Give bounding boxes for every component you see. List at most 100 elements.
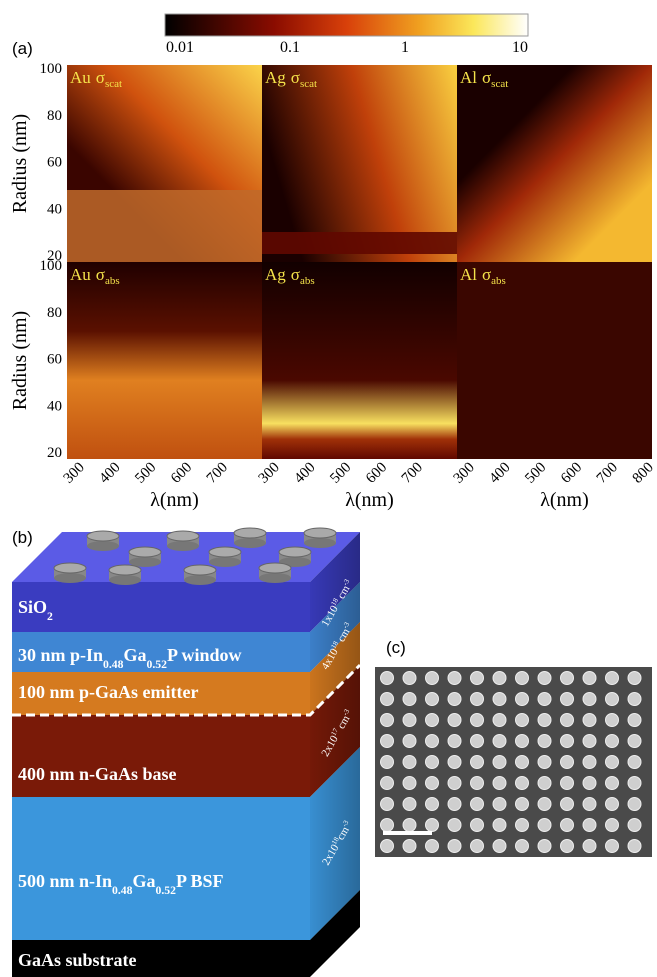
particle bbox=[492, 818, 507, 832]
heatmap bbox=[67, 262, 262, 459]
particle bbox=[515, 776, 529, 790]
colorbar-tick: 0.01 bbox=[166, 39, 194, 56]
particle bbox=[627, 755, 642, 769]
particle bbox=[627, 797, 642, 811]
subscript: scat bbox=[300, 78, 317, 90]
particle bbox=[380, 839, 394, 853]
particle bbox=[582, 839, 597, 853]
x-axis-label: λ(nm) bbox=[540, 489, 589, 511]
particle bbox=[627, 713, 642, 727]
superscript: -3 bbox=[341, 577, 351, 587]
colorbar-ticks: 0.01 0.1 1 10 bbox=[166, 39, 528, 56]
sem-particles bbox=[380, 671, 642, 853]
particle bbox=[425, 734, 439, 748]
particle bbox=[560, 671, 574, 685]
particle bbox=[537, 818, 552, 832]
particle bbox=[537, 734, 552, 748]
particle bbox=[470, 692, 484, 706]
subscript: 0.48 bbox=[112, 884, 133, 897]
nanodisc bbox=[108, 564, 142, 585]
disc-top bbox=[208, 546, 242, 558]
disc-bottom bbox=[234, 538, 266, 548]
disc-top bbox=[128, 546, 162, 558]
particle bbox=[605, 671, 619, 685]
nanodisc bbox=[303, 527, 337, 548]
subscript: 0.52 bbox=[147, 658, 168, 671]
particle bbox=[515, 755, 529, 769]
particle bbox=[380, 692, 394, 706]
particle bbox=[447, 671, 462, 685]
particle bbox=[380, 713, 394, 727]
symbol: σ bbox=[96, 68, 105, 87]
nanodiscs bbox=[53, 527, 337, 585]
particle bbox=[537, 797, 552, 811]
layer bbox=[12, 672, 310, 715]
disc-top bbox=[86, 530, 120, 542]
particle bbox=[425, 755, 439, 769]
text-part: P BSF bbox=[176, 871, 224, 891]
metal: Au bbox=[70, 265, 91, 284]
particle bbox=[560, 818, 574, 832]
particle bbox=[627, 818, 642, 832]
particle bbox=[582, 692, 597, 706]
disc-top bbox=[233, 527, 267, 539]
particle bbox=[537, 692, 552, 706]
layer-label: SiO2 bbox=[18, 597, 53, 623]
particle bbox=[515, 818, 529, 832]
text-part: Ga bbox=[123, 645, 146, 665]
particle bbox=[560, 713, 574, 727]
particle bbox=[470, 671, 484, 685]
y-tick-label: 40 bbox=[47, 201, 62, 217]
metal: Au bbox=[70, 68, 91, 87]
particle bbox=[425, 839, 439, 853]
subscript: 0.48 bbox=[103, 658, 124, 671]
text-part: 500 nm n-In bbox=[18, 871, 112, 891]
particle bbox=[470, 713, 484, 727]
x-tick-label: 600 bbox=[168, 460, 195, 487]
colorbar-tick: 1 bbox=[401, 39, 409, 56]
particle bbox=[537, 755, 552, 769]
particle bbox=[582, 734, 597, 748]
disc-top bbox=[278, 546, 312, 558]
particle bbox=[492, 797, 507, 811]
heatmap bbox=[457, 65, 652, 262]
x-tick-label: 300 bbox=[61, 460, 88, 487]
text-part: 100 nm p-GaAs emitter bbox=[18, 682, 198, 702]
nanodisc bbox=[166, 530, 200, 551]
map-label: Ag σscat bbox=[265, 68, 317, 90]
symbol: σ bbox=[482, 68, 491, 87]
particle bbox=[560, 839, 574, 853]
particle bbox=[402, 734, 417, 748]
panel-label: (b) bbox=[12, 528, 33, 547]
disc-bottom bbox=[109, 575, 141, 585]
x-tick-label: 700 bbox=[204, 460, 231, 487]
text-part: 400 nm n-GaAs base bbox=[18, 764, 177, 784]
particle bbox=[447, 839, 462, 853]
particle bbox=[492, 776, 507, 790]
heatmaps bbox=[67, 65, 652, 459]
junction bbox=[12, 663, 362, 717]
x-tick-label: 400 bbox=[486, 460, 513, 487]
map-label: Al σabs bbox=[460, 265, 506, 287]
heatmap-region bbox=[262, 232, 457, 254]
particle bbox=[492, 713, 507, 727]
particle bbox=[425, 797, 439, 811]
particle bbox=[492, 671, 507, 685]
superscript: 18 bbox=[330, 835, 341, 846]
x-tick-label: 700 bbox=[399, 460, 426, 487]
particle bbox=[402, 755, 417, 769]
x-tick-label: 800 bbox=[630, 460, 657, 487]
disc-bottom bbox=[87, 541, 119, 551]
nanodisc bbox=[86, 530, 120, 551]
particle bbox=[447, 755, 462, 769]
particle bbox=[402, 713, 417, 727]
x-axis-label: λ(nm) bbox=[345, 489, 394, 511]
particle bbox=[492, 755, 507, 769]
particle bbox=[402, 818, 417, 832]
layer bbox=[12, 632, 310, 672]
y-axis-label: Radius (nm) bbox=[9, 311, 31, 410]
disc-bottom bbox=[184, 575, 216, 585]
y-tick-label: 20 bbox=[47, 445, 62, 461]
disc-bottom bbox=[54, 573, 86, 583]
